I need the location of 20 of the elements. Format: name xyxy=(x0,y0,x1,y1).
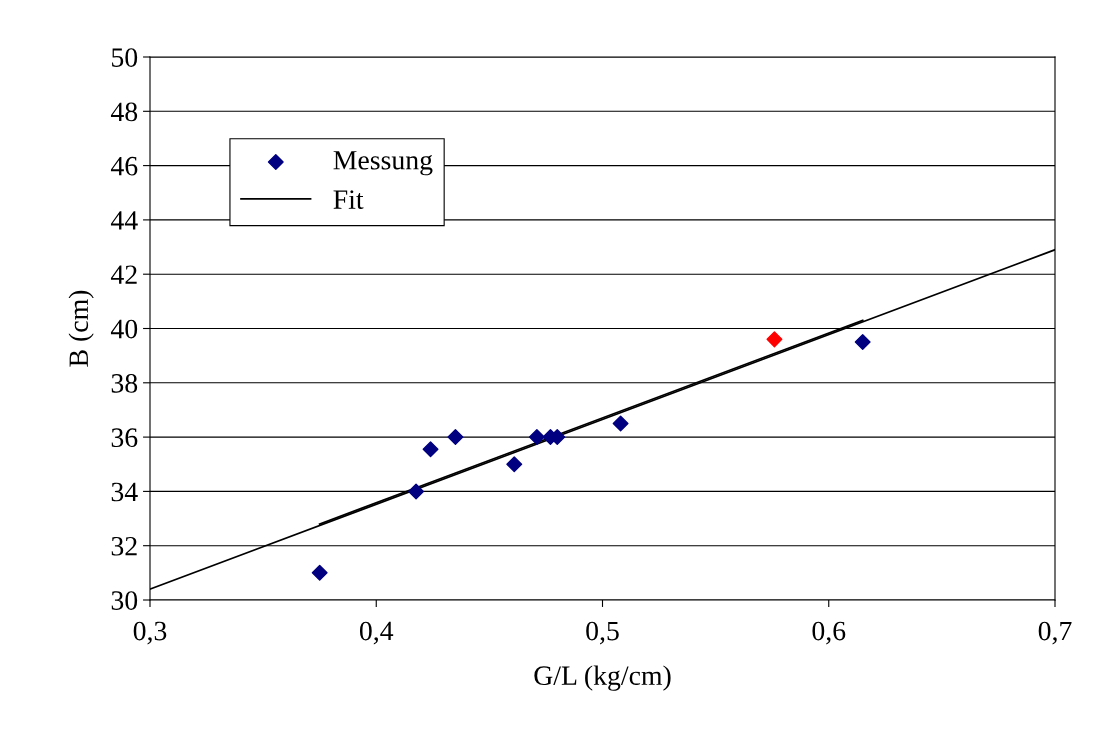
y-tick-label: 36 xyxy=(111,428,138,448)
y-tick-label: 46 xyxy=(110,156,138,176)
x-tick-label: 0,5 xyxy=(586,621,619,645)
x-tick-label: 0,6 xyxy=(812,621,846,645)
legend-label: Messung xyxy=(333,151,433,176)
legend-label: Fit xyxy=(333,190,364,209)
y-axis-title: B (cm) xyxy=(68,290,94,367)
y-tick-label: 48 xyxy=(110,102,138,122)
y-tick-label: 38 xyxy=(111,373,138,393)
x-tick-label: 0,7 xyxy=(1038,621,1072,645)
y-tick-label: 40 xyxy=(110,319,138,339)
y-tick-label: 34 xyxy=(111,482,138,502)
y-tick-label: 30 xyxy=(111,591,138,610)
x-axis-title: G/L (kg/cm) xyxy=(534,665,671,691)
y-tick-label: 32 xyxy=(111,536,137,556)
x-tick-label: 0,4 xyxy=(359,621,394,645)
y-tick-label: 50 xyxy=(112,48,138,67)
x-tick-label: 0,3 xyxy=(133,621,167,645)
y-tick-label: 42 xyxy=(110,265,137,284)
y-tick-label: 44 xyxy=(110,211,138,230)
